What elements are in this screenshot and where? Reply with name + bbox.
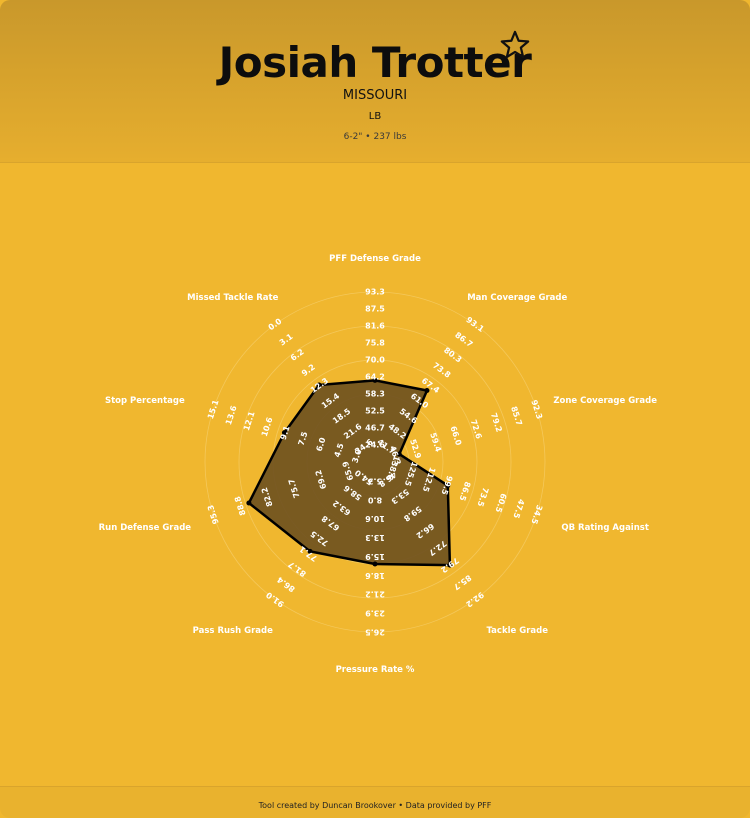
tick-label: 81.6 (365, 322, 385, 331)
player-school: MISSOURI (342, 88, 408, 103)
tick-label: 4.5 (333, 442, 346, 459)
tick-label: 15.1 (206, 398, 221, 420)
tick-label: 47.5 (511, 498, 526, 520)
tick-label: 26.5 (365, 628, 385, 637)
tick-label: 79.2 (489, 412, 504, 434)
tick-label: 95.3 (206, 504, 221, 526)
data-point (445, 483, 451, 489)
tick-label: 64.2 (365, 373, 385, 382)
tick-label: 52.5 (365, 407, 385, 416)
data-point (316, 382, 322, 388)
star-icon[interactable] (500, 30, 530, 60)
axis-label: QB Rating Against (561, 523, 649, 533)
tick-label: 5.3 (368, 476, 382, 485)
tick-label: 12.1 (242, 410, 257, 432)
tick-label: 60.5 (493, 492, 508, 514)
axis-label: Man Coverage Grade (467, 293, 567, 303)
tick-label: 15.9 (365, 552, 385, 561)
tick-label: 34.5 (529, 504, 544, 526)
axis-label: Pressure Rate % (336, 665, 415, 675)
tick-label: 8.0 (367, 495, 382, 504)
axis-label: PFF Defense Grade (329, 254, 421, 264)
tick-label: 86.4 (275, 575, 297, 594)
tick-label: 73.8 (431, 361, 453, 380)
tick-label: 91.0 (264, 590, 286, 609)
tick-label: 24.6 (365, 441, 385, 450)
axis-label: Missed Tackle Rate (187, 293, 278, 303)
footer-credit: Tool created by Duncan Brookover • Data … (258, 801, 492, 810)
tick-label: 9.2 (300, 363, 317, 379)
axis-label: Run Defense Grade (99, 523, 192, 533)
tick-label: 86.7 (453, 330, 474, 349)
grid-ring (238, 325, 512, 599)
axis-label: Zone Coverage Grade (553, 396, 657, 406)
data-point (396, 451, 402, 457)
tick-label: 10.6 (260, 416, 275, 438)
tick-label: 13.6 (224, 404, 239, 426)
tick-label: 72.6 (469, 418, 484, 440)
tick-label: 92.3 (529, 399, 544, 421)
grid-ring (204, 291, 546, 633)
tick-label: 6.0 (315, 436, 328, 453)
tick-label: 13.3 (365, 533, 385, 542)
tick-label: 88.8 (233, 495, 248, 517)
player-position: LB (368, 111, 382, 122)
tick-label: 10.6 (365, 514, 385, 523)
player-header: Josiah Trotter MISSOURI LB 6-2" • 237 lb… (0, 0, 750, 163)
tick-label: 46.7 (365, 424, 385, 433)
tick-label: 18.6 (365, 571, 385, 580)
tick-label: 66.0 (448, 425, 463, 447)
radar-chart: 24.6 46.7 52.5 58.3 64.2 70.0 75.8 81.6 87.5 93.3… (99, 254, 658, 675)
tick-label: 0.0 (267, 316, 284, 332)
tick-label: 70.0 (365, 356, 385, 365)
footer: Tool created by Duncan Brookover • Data … (0, 786, 750, 818)
tick-label: 6.2 (289, 347, 306, 363)
tick-label: 3.1 (278, 332, 295, 348)
player-name: Josiah Trotter (218, 38, 532, 87)
tick-label: 23.9 (365, 609, 385, 618)
tick-label: 81.7 (287, 560, 308, 579)
tick-label: 58.3 (365, 390, 385, 399)
data-point (372, 377, 378, 383)
axis-label: Pass Rush Grade (193, 626, 273, 636)
tick-label: 87.5 (365, 305, 385, 314)
tick-label: 75.8 (365, 339, 385, 348)
tick-label: 85.7 (509, 405, 524, 427)
tick-label: 92.2 (464, 590, 485, 609)
tick-label: 52.9 (408, 438, 423, 460)
data-point (246, 500, 252, 506)
tick-label: 93.1 (464, 315, 486, 334)
data-point (424, 387, 430, 393)
data-point (372, 561, 378, 567)
tick-label: 7.5 (297, 430, 310, 447)
tick-label: 93.3 (365, 288, 385, 297)
tick-label: 85.7 (452, 573, 473, 592)
tick-label: 80.3 (442, 346, 463, 365)
data-point (307, 548, 313, 554)
tick-label: 21.2 (365, 590, 385, 599)
data-point (281, 430, 287, 436)
tick-label: 59.4 (428, 432, 443, 454)
tick-label: 9.1 (279, 424, 292, 441)
tick-label: 3.0 (351, 448, 364, 465)
player-height-weight: 6-2" • 237 lbs (343, 132, 407, 142)
tick-label: 73.5 (475, 486, 490, 508)
data-point (447, 562, 453, 568)
axis-label: Stop Percentage (105, 396, 185, 406)
axis-label: Tackle Grade (486, 626, 548, 636)
